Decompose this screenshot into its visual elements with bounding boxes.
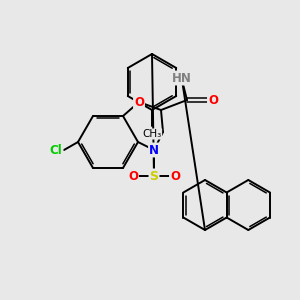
Text: S: S bbox=[149, 169, 158, 182]
Text: N: N bbox=[149, 143, 159, 157]
Text: O: O bbox=[134, 95, 144, 109]
Text: HN: HN bbox=[172, 71, 192, 85]
Text: O: O bbox=[128, 169, 138, 182]
Text: O: O bbox=[170, 169, 180, 182]
Text: O: O bbox=[208, 94, 218, 106]
Text: CH₃: CH₃ bbox=[142, 129, 162, 139]
Text: Cl: Cl bbox=[50, 143, 62, 157]
